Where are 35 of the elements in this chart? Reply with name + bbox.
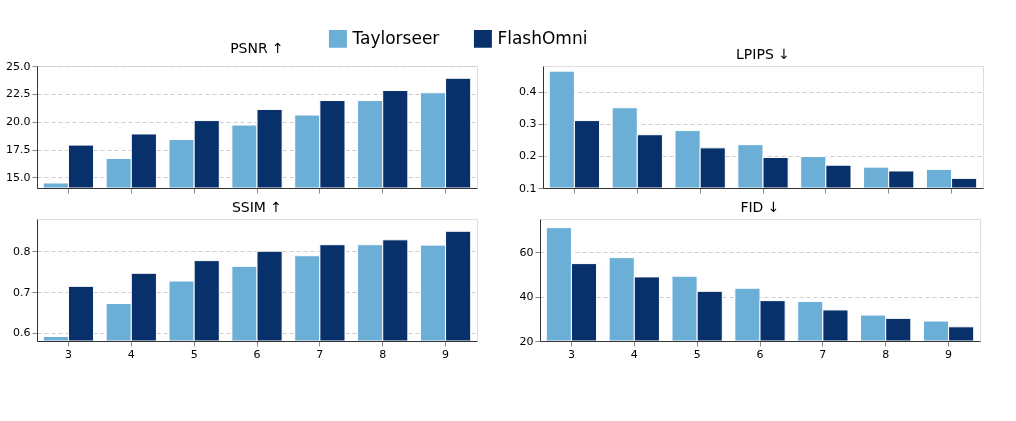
chart-title: PSNR ↑: [230, 40, 284, 56]
legend-label: Taylorseer: [351, 27, 440, 48]
x-tick-label: 4: [127, 347, 135, 361]
y-tick-label: 0.7: [13, 285, 31, 299]
x-tick-label: 8: [379, 347, 387, 361]
y-tick-label: 25.0: [6, 59, 31, 73]
y-tick-label: 0.4: [519, 85, 537, 99]
x-tick-label: 9: [945, 347, 953, 361]
x-tick-label: 5: [693, 347, 701, 361]
y-tick-label: 0.8: [13, 244, 31, 258]
x-tick-label: 7: [316, 347, 324, 361]
chart-title: LPIPS ↓: [736, 46, 790, 62]
x-tick-label: 4: [630, 347, 638, 361]
y-tick-label: 20: [519, 334, 534, 348]
y-tick-label: 20.0: [6, 115, 31, 129]
y-tick-label: 60: [519, 245, 534, 259]
x-tick-label: 6: [253, 347, 261, 361]
x-tick-label: 3: [64, 347, 72, 361]
y-tick-label: 0.3: [519, 117, 537, 131]
y-tick-label: 15.0: [6, 170, 31, 184]
y-tick-label: 22.5: [6, 87, 31, 101]
x-tick-label: 9: [442, 347, 450, 361]
chart-title: FID ↓: [740, 199, 780, 215]
y-tick-label: 0.6: [13, 326, 31, 340]
x-tick-label: 8: [882, 347, 890, 361]
x-tick-label: 3: [567, 347, 575, 361]
y-tick-label: 40: [519, 290, 534, 304]
chart-title: SSIM ↑: [231, 199, 283, 215]
x-tick-label: 5: [190, 347, 198, 361]
y-tick-label: 17.5: [6, 143, 31, 157]
x-tick-label: 6: [756, 347, 764, 361]
legend-label: FlashOmni: [497, 27, 588, 48]
y-tick-label: 0.2: [519, 149, 537, 163]
x-tick-label: 7: [819, 347, 827, 361]
y-tick-label: 0.1: [519, 181, 537, 195]
